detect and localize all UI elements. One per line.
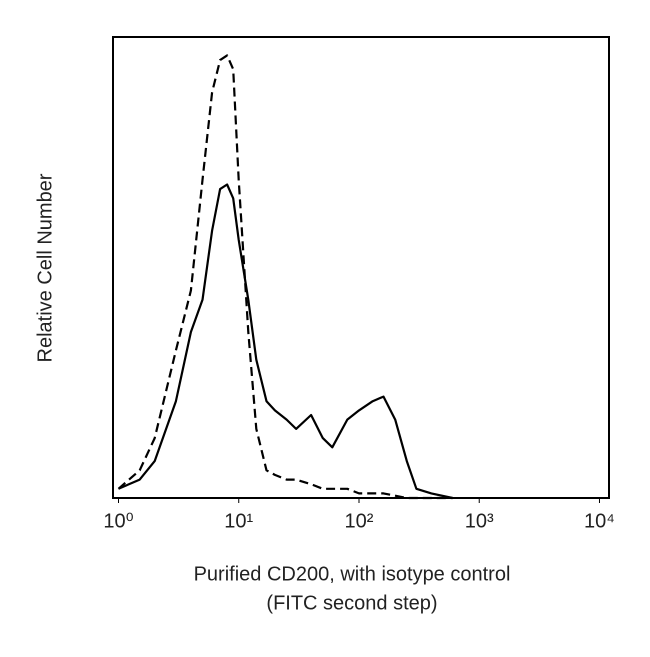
plot-frame <box>112 36 610 499</box>
x-tick-label: 10² <box>345 510 374 532</box>
y-axis-label: Relative Cell Number <box>34 173 56 362</box>
histogram-line <box>117 54 453 500</box>
x-tick-label: 10⁴ <box>584 510 615 532</box>
x-axis-label: (FITC second step) <box>266 592 437 614</box>
x-axis-label: Purified CD200, with isotype control <box>194 563 511 585</box>
histogram-line <box>118 183 453 500</box>
x-tick-label: 10¹ <box>224 510 253 532</box>
x-tick-label: 10³ <box>465 510 494 532</box>
x-tick-label: 10⁰ <box>103 510 133 532</box>
